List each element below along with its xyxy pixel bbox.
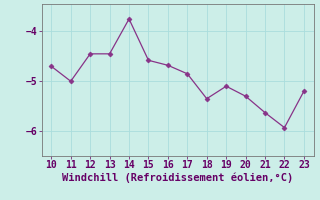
X-axis label: Windchill (Refroidissement éolien,°C): Windchill (Refroidissement éolien,°C)	[62, 173, 293, 183]
